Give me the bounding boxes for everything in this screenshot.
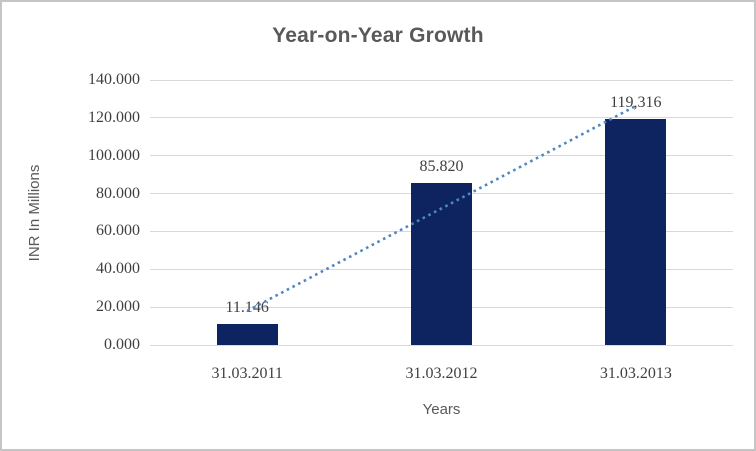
trendline <box>246 104 637 313</box>
y-tick-label: 80.000 <box>96 184 140 202</box>
bar-data-label: 11.146 <box>225 298 269 316</box>
chart-title: Year-on-Year Growth <box>272 24 484 47</box>
y-tick-label: 40.000 <box>96 260 140 278</box>
y-axis-title-text: INR In Millions <box>26 164 43 262</box>
y-tick-label: 0.000 <box>104 336 140 353</box>
gridline <box>150 155 733 157</box>
y-tick-label: 20.000 <box>96 298 140 316</box>
gridline <box>150 79 733 81</box>
x-tick-label: 31.03.2013 <box>599 365 672 382</box>
plot-area: 11.146 85.820 119,316 <box>150 79 733 346</box>
y-tick-label: 100.000 <box>88 146 140 164</box>
x-axis-title: Years <box>422 401 461 418</box>
bar-data-label: 85.820 <box>419 157 464 175</box>
y-tick-label: 140.000 <box>88 71 140 88</box>
bar-31.03.2011 <box>216 323 278 345</box>
gridline <box>150 117 733 119</box>
y-tick-label: 120.000 <box>88 108 140 126</box>
y-tick-label: 60.000 <box>96 222 140 240</box>
x-tick-label: 31.03.2011 <box>211 365 283 382</box>
x-tick-label: 31.03.2012 <box>405 365 478 382</box>
bar-31.03.2013 <box>605 119 667 345</box>
gridline <box>150 344 733 346</box>
bar-data-label: 119,316 <box>610 94 662 112</box>
